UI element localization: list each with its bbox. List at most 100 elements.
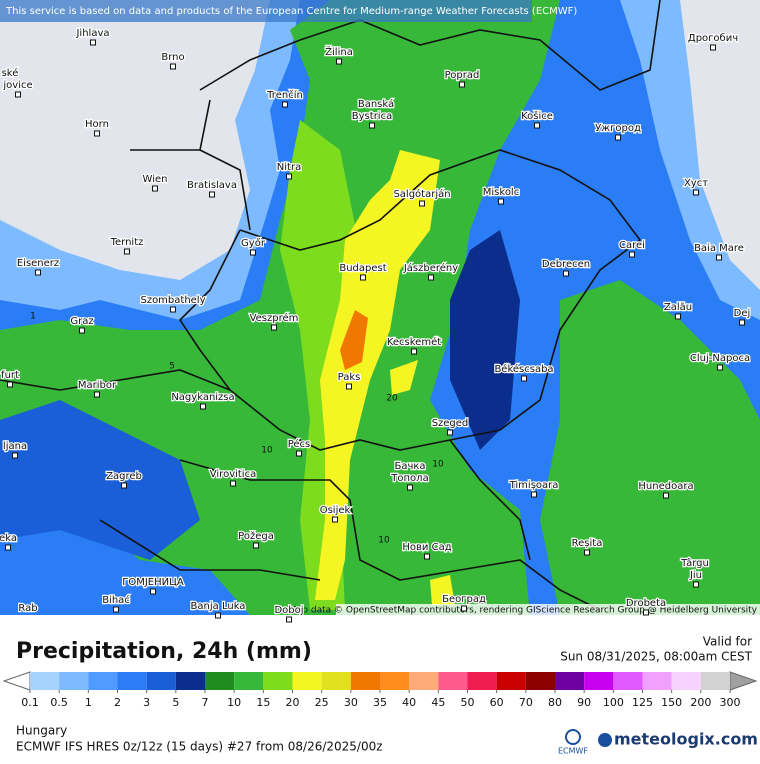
city-label: Cluj-Napoca — [690, 353, 750, 364]
city-label: Miskolc — [483, 187, 519, 198]
brand[interactable]: meteologix.com — [614, 730, 758, 749]
city-label: Požega — [238, 530, 274, 542]
city-label: Békéscsaba — [494, 363, 553, 375]
city-label: Pécs — [288, 438, 311, 450]
field-no-rain — [0, 0, 270, 280]
city-marker — [424, 553, 430, 560]
colorbar-label: 45 — [431, 696, 445, 709]
colorbar-cell — [350, 672, 380, 690]
city-marker — [461, 605, 467, 612]
colorbar-label: 125 — [632, 696, 653, 709]
colorbar-cell — [613, 672, 643, 690]
city-marker — [152, 185, 158, 192]
contour-label: 10 — [261, 446, 273, 456]
city-label: Дрогобич — [688, 33, 738, 44]
contour-label: 5 — [169, 362, 175, 372]
city-label: Szeged — [432, 418, 469, 429]
city-marker — [584, 549, 590, 556]
colorbar-label: 2 — [114, 696, 121, 709]
city-label: Trenčín — [266, 89, 303, 101]
contour-label: 10 — [378, 536, 390, 546]
colorbar: 0.1 0.5 1 2 3 5 7 10 15 20 25 30 35 40 45 50 60 70 80 90 100… — [2, 671, 758, 709]
city-marker — [7, 381, 13, 388]
city-label: Zalău — [664, 302, 692, 313]
city-label: Zagreb — [106, 471, 142, 482]
city-marker — [94, 391, 100, 398]
city-label: Baia Mare — [694, 243, 744, 254]
city-marker — [209, 191, 215, 198]
field-yellow-small — [390, 360, 418, 395]
colorbar-cell — [525, 672, 555, 690]
field-orange — [340, 310, 368, 370]
city-label: Maribor — [78, 380, 117, 391]
city-label: Graz — [70, 316, 93, 327]
colorbar-cell — [292, 672, 322, 690]
city-marker — [563, 270, 569, 277]
city-label: Doboj — [274, 605, 303, 616]
city-label: eka — [0, 533, 17, 544]
ecmwf-logo: ECMWF — [558, 747, 588, 756]
city-label: Szombathely — [140, 295, 205, 306]
city-marker — [170, 63, 176, 70]
colorbar-cell — [496, 672, 526, 690]
city-marker — [230, 480, 236, 487]
contour-label: 20 — [386, 394, 398, 404]
city-marker — [12, 452, 18, 459]
city-label: Banja Luka — [191, 601, 246, 612]
attribution-map: Map data © OpenStreetMap contributors, r… — [289, 606, 758, 616]
colorbar-label: 10 — [227, 696, 241, 709]
border-north — [199, 0, 661, 91]
colorbar-label: 200 — [690, 696, 711, 709]
city-marker — [447, 429, 453, 436]
city-label: Brno — [161, 52, 184, 63]
city-marker — [79, 327, 85, 334]
border-other — [0, 99, 601, 611]
colorbar-label: 150 — [661, 696, 682, 709]
city-label: Debrecen — [542, 259, 590, 270]
colorbar-cell — [30, 672, 60, 690]
city-marker — [332, 516, 338, 523]
city-label: Horn — [85, 119, 109, 130]
field-yellow-south — [430, 575, 455, 605]
city-label: Virovitica — [210, 469, 256, 480]
city-label: ské — [2, 67, 19, 79]
field-yellow — [315, 150, 440, 600]
city-marker — [94, 130, 100, 137]
city-marker — [419, 200, 425, 207]
city-marker — [271, 324, 277, 331]
city-marker — [250, 249, 256, 256]
city-label: Wien — [143, 174, 168, 185]
city-label: Timișoara — [509, 480, 559, 491]
colorbar-cell — [263, 672, 293, 690]
city-label: Kecskemét — [387, 336, 441, 348]
city-label: Poprad — [445, 70, 480, 81]
field-no-rain-east — [680, 0, 760, 290]
region: Hungary — [16, 724, 67, 738]
city-marker — [360, 274, 366, 281]
contour-label: 10 — [432, 460, 444, 470]
city-marker — [150, 588, 156, 595]
border-hungary — [178, 149, 642, 451]
city-label: Jászberény — [403, 262, 458, 274]
colorbar-cell — [380, 672, 410, 690]
colorbar-label: 80 — [548, 696, 562, 709]
colorbar-cell — [146, 672, 176, 690]
colorbar-label: 50 — [461, 696, 475, 709]
city-marker — [428, 274, 434, 281]
colorbar-cell — [642, 672, 672, 690]
colorbar-cell — [321, 672, 351, 690]
city-label: Dej — [734, 308, 751, 319]
footer: Precipitation, 24h (mm) Valid for Sun 08… — [2, 635, 758, 756]
city-marker — [693, 189, 699, 196]
colorbar-label: 100 — [603, 696, 624, 709]
colorbar-above — [729, 671, 758, 691]
colorbar-label: 15 — [256, 696, 270, 709]
colorbar-label: 25 — [315, 696, 329, 709]
city-marker — [124, 248, 130, 255]
city-marker — [643, 609, 649, 616]
colorbar-label: 35 — [373, 696, 387, 709]
colorbar-cell — [234, 672, 264, 690]
title: Precipitation, 24h (mm) — [16, 639, 312, 664]
colorbar-label: 1 — [85, 696, 92, 709]
